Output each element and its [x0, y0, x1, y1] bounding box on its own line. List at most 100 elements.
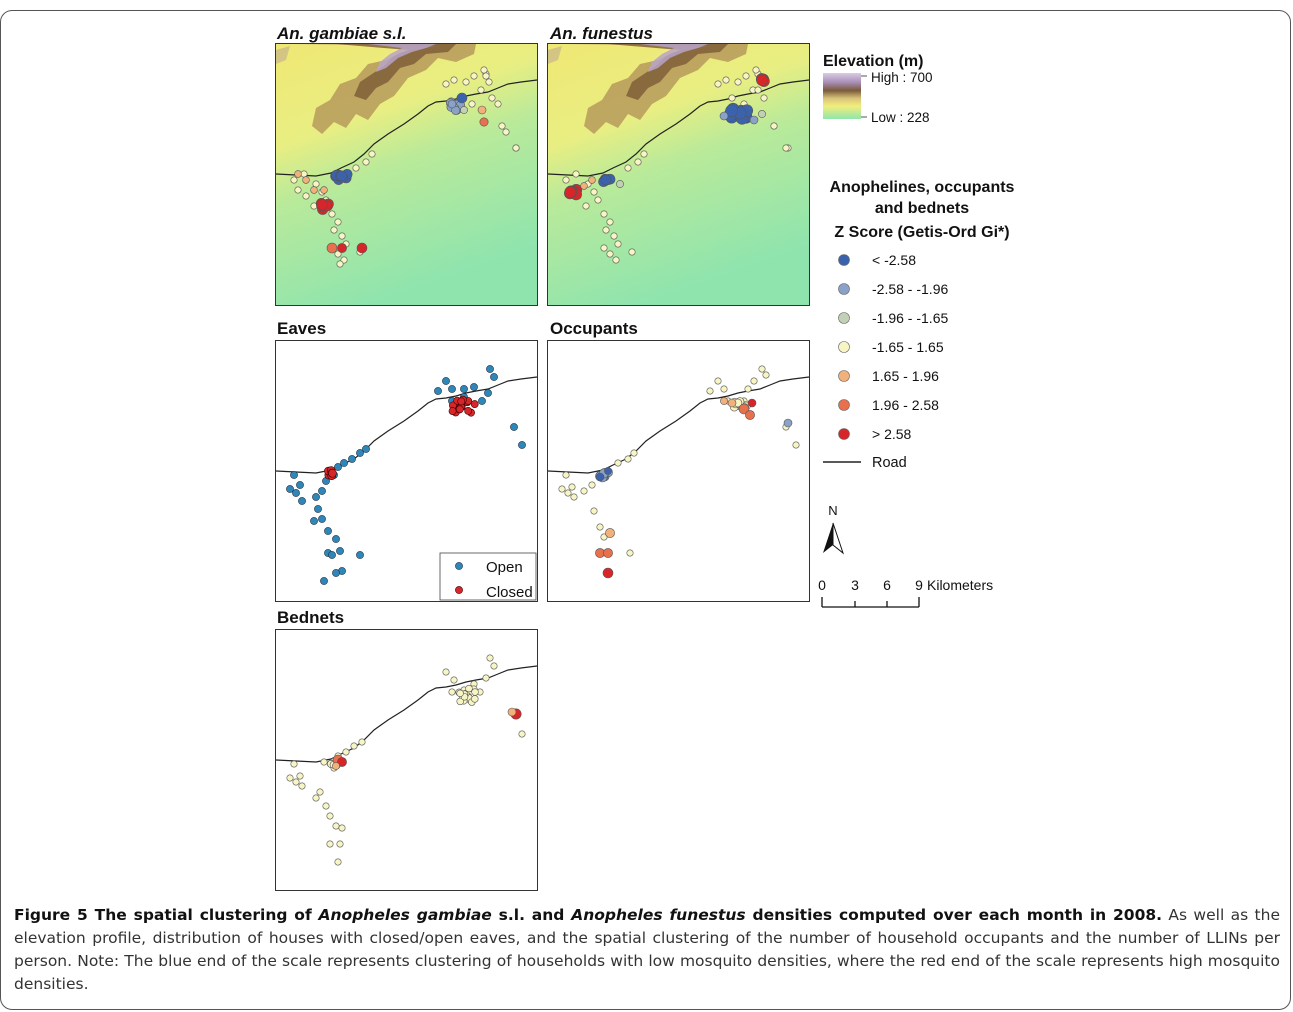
closed-eaves-point — [470, 400, 479, 408]
household-point — [634, 158, 642, 166]
household-point — [482, 72, 490, 80]
household-point — [468, 100, 476, 108]
warm-point — [302, 176, 310, 184]
zscore-label-3: -1.65 - 1.65 — [872, 339, 944, 355]
map-gambiae — [275, 43, 538, 306]
caption-lead-2: s.l. and — [491, 906, 572, 924]
highland-area — [296, 44, 476, 134]
household-point — [502, 128, 510, 136]
map-eaves: Open Closed — [275, 340, 538, 602]
household-point — [602, 226, 610, 234]
household-point — [290, 760, 298, 768]
closed-eaves-point — [328, 468, 337, 478]
household-point — [752, 66, 760, 74]
household-point — [590, 507, 598, 515]
scale-unit: Kilometers — [927, 577, 993, 593]
household-point — [714, 80, 722, 88]
household-point — [570, 493, 578, 501]
household-point — [628, 248, 636, 256]
household-point — [477, 86, 485, 94]
panel-title-gambiae: An. gambiae s.l. — [277, 24, 407, 43]
open-eaves-point — [460, 385, 468, 393]
open-eaves-point — [448, 385, 456, 393]
scale-tick-9: 9 — [915, 577, 923, 593]
household-point — [479, 117, 489, 127]
household-point — [312, 180, 320, 188]
household-point — [558, 485, 566, 493]
household-point — [290, 176, 298, 184]
household-point — [728, 94, 736, 102]
zscore-symbol-0 — [838, 254, 850, 266]
household-point — [447, 99, 457, 109]
zscore-label-0: < -2.58 — [872, 252, 916, 268]
cold-spot-point — [600, 174, 612, 186]
household-point — [512, 144, 520, 152]
household-point — [754, 86, 762, 94]
household-point — [292, 778, 300, 786]
open-eaves-point — [340, 459, 348, 467]
mountain-peak — [368, 44, 436, 72]
household-point — [450, 676, 458, 684]
open-eaves-point — [286, 485, 294, 493]
open-eaves-point — [320, 577, 328, 585]
household-point — [482, 674, 490, 682]
household-point — [448, 688, 456, 696]
hot-spot-point — [605, 528, 615, 538]
household-point — [562, 471, 570, 479]
household-point — [342, 748, 350, 756]
household-point — [490, 662, 498, 670]
household-point — [330, 226, 338, 234]
household-point — [326, 812, 334, 820]
zscore-symbol-2 — [838, 312, 850, 324]
open-eaves-point — [312, 493, 320, 501]
caption-body: As well as the elevation profile, distri… — [14, 906, 1280, 993]
household-point — [606, 218, 614, 226]
hot-spot-point — [727, 398, 737, 408]
household-point — [477, 105, 487, 115]
household-point — [640, 150, 648, 158]
household-point — [312, 794, 320, 802]
open-eaves-point — [362, 445, 370, 453]
household-point — [582, 202, 590, 210]
open-eaves-point — [510, 423, 518, 431]
household-point — [316, 788, 324, 796]
hot-spot-point — [332, 762, 340, 770]
household-point — [485, 78, 493, 86]
scale-tick-6: 6 — [883, 577, 891, 593]
household-point — [614, 459, 622, 467]
cold-spot-point — [604, 467, 612, 475]
household-point — [302, 192, 310, 200]
open-eaves-point — [318, 487, 326, 495]
household-point — [470, 72, 478, 80]
open-eaves-point — [334, 463, 342, 471]
household-point — [624, 164, 632, 172]
cold-spot-point — [595, 472, 605, 482]
zscore-label-6: > 2.58 — [872, 426, 912, 442]
road-line — [276, 376, 537, 474]
household-point — [580, 487, 588, 495]
household-point — [572, 170, 580, 178]
elevation-ramp — [823, 73, 861, 119]
open-eaves-point — [470, 383, 478, 391]
household-point — [758, 365, 766, 373]
cold-spot-point — [336, 170, 347, 182]
household-point — [568, 483, 576, 491]
household-point — [720, 385, 728, 393]
household-point — [296, 772, 304, 780]
closed-eaves-point — [457, 397, 466, 406]
hot-spot-point — [747, 398, 757, 408]
zscore-legend-title-2: and bednets — [875, 200, 969, 217]
household-point — [734, 78, 742, 86]
household-point — [300, 170, 308, 178]
panel-title-bednets: Bednets — [277, 608, 345, 627]
hot-spot-point — [745, 410, 755, 420]
household-point — [465, 684, 473, 693]
household-point — [616, 180, 624, 188]
mountain-ridge — [336, 44, 456, 100]
eaves-legend: Open Closed — [439, 552, 537, 601]
closed-eaves-point — [448, 407, 457, 415]
household-point — [471, 695, 479, 703]
household-point — [624, 455, 632, 463]
figure-frame — [0, 10, 1291, 1010]
zscore-symbol-5 — [838, 399, 850, 411]
